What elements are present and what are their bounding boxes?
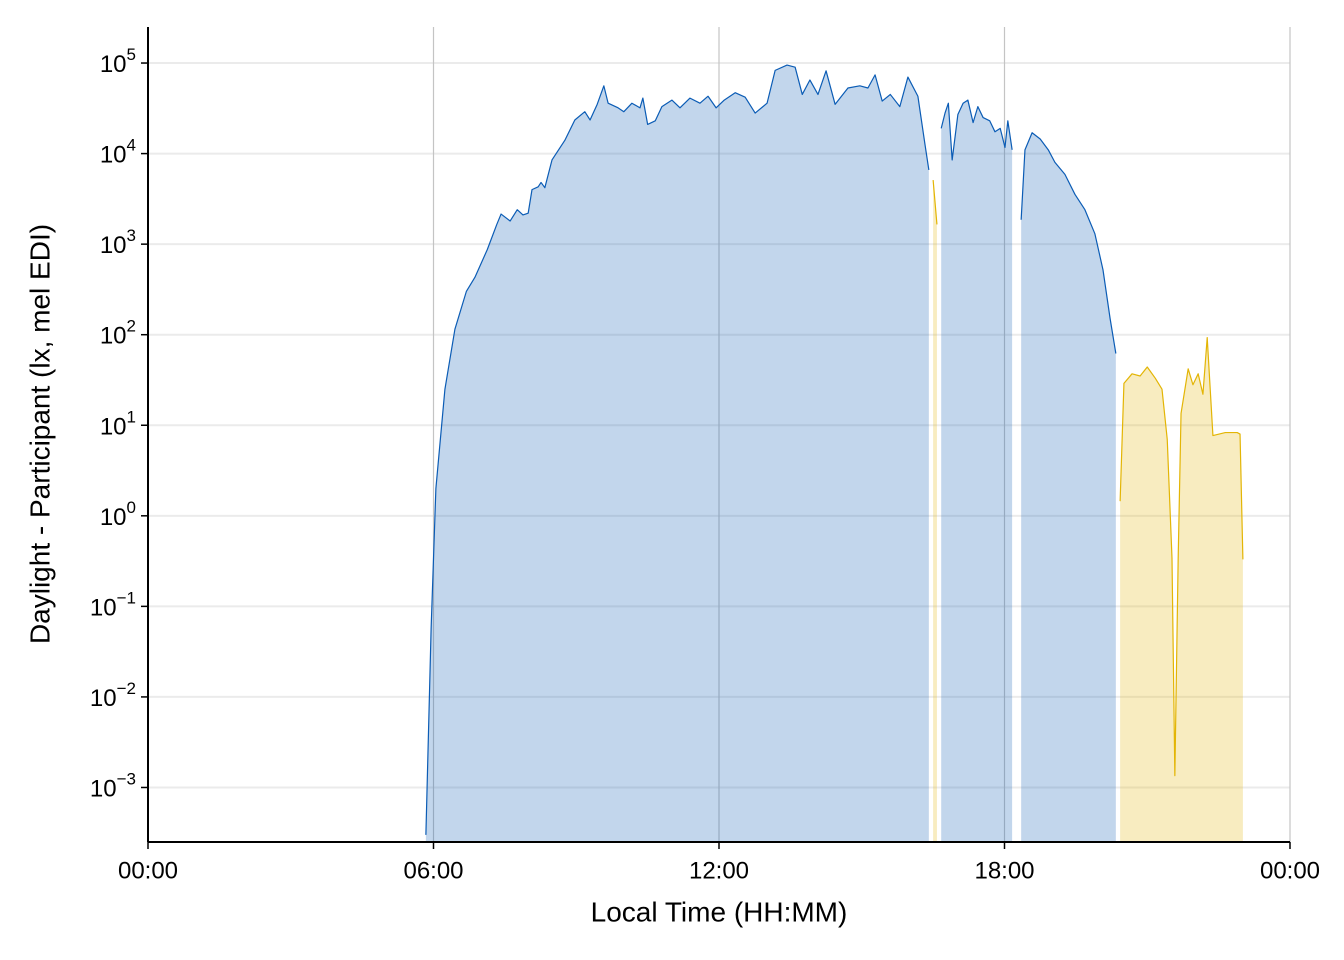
- y-tick-exponent: 4: [127, 136, 136, 155]
- grid: [147, 27, 1291, 842]
- y-tick-base: 10: [100, 51, 127, 78]
- y-tick-exponent: 5: [127, 46, 136, 65]
- y-tick-base: 10: [100, 504, 127, 531]
- x-tick-label: 00:00: [118, 857, 178, 884]
- y-tick-exponent: 0: [127, 498, 136, 517]
- y-tick-label: 10−1: [90, 589, 136, 622]
- area: [1021, 132, 1116, 843]
- x-tick-label: 12:00: [689, 857, 749, 884]
- y-tick-label: 103: [100, 227, 136, 260]
- y-tick-exponent: 3: [127, 227, 136, 246]
- line: [932, 180, 1244, 777]
- y-tick-label: 101: [100, 408, 136, 441]
- y-tick-base: 10: [100, 414, 127, 441]
- y-tick-label: 104: [100, 136, 136, 169]
- y-tick-label: 10−3: [90, 770, 136, 803]
- x-tick-label: 00:00: [1260, 857, 1320, 884]
- area: [1120, 337, 1243, 842]
- y-tick-exponent: −2: [117, 679, 136, 698]
- line: [425, 64, 1117, 835]
- y-tick-exponent: 1: [127, 408, 136, 427]
- y-tick-base: 10: [90, 776, 117, 803]
- y-tick-exponent: −1: [117, 589, 136, 608]
- area: [941, 100, 1013, 843]
- y-axis-title: Daylight - Participant (lx, mel EDI): [24, 224, 55, 644]
- y-tick-exponent: 2: [127, 317, 136, 336]
- area: [933, 180, 937, 842]
- y-tick-base: 10: [90, 685, 117, 712]
- y-tick-label: 10−2: [90, 679, 136, 712]
- y-tick-label: 102: [100, 317, 136, 350]
- x-axis-title: Local Time (HH:MM): [591, 896, 848, 927]
- x-tick-label: 18:00: [974, 857, 1034, 884]
- y-tick-base: 10: [100, 142, 127, 169]
- y-tick-base: 10: [100, 323, 127, 350]
- y-tick-base: 10: [90, 595, 117, 622]
- y-tick-exponent: −3: [117, 770, 136, 789]
- area: [425, 65, 929, 843]
- x-tick-label: 06:00: [403, 857, 463, 884]
- y-tick-base: 10: [100, 232, 127, 259]
- y-tick-label: 105: [100, 46, 136, 79]
- y-tick-label: 100: [100, 498, 136, 531]
